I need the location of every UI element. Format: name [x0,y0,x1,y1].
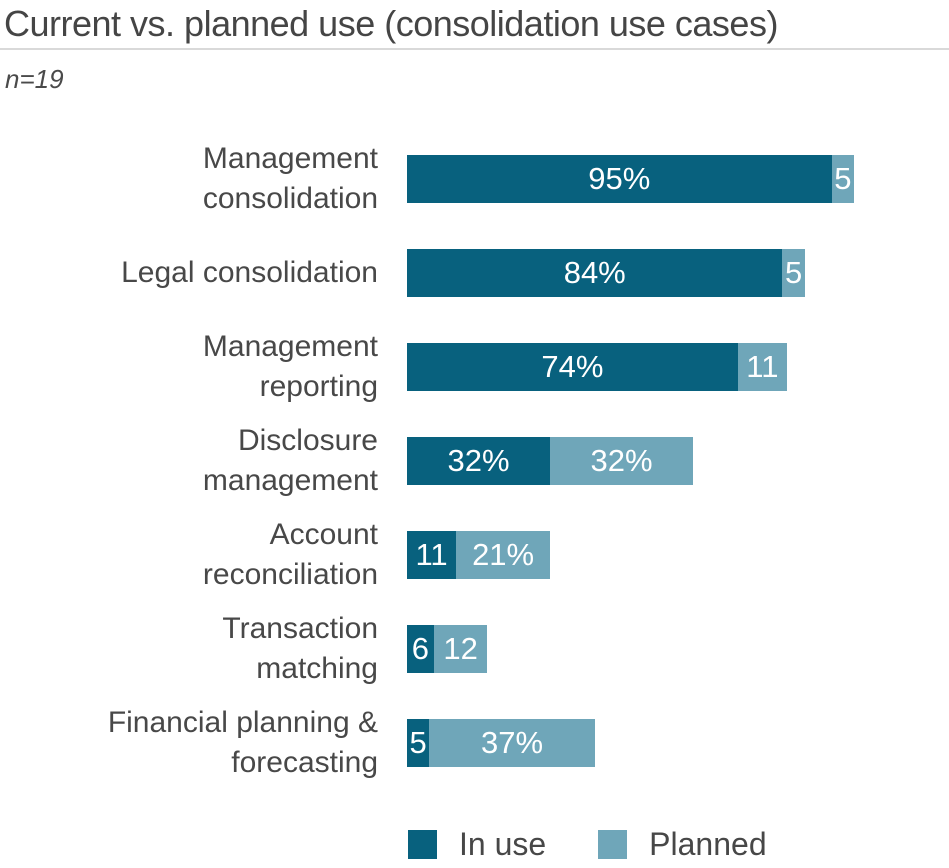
in-use-segment: 5 [407,719,430,767]
chart-row: Financial planning & forecasting 5 37% [0,706,949,779]
chart-row: Transaction matching 6 12 [0,612,949,685]
in-use-segment: 95% [407,155,832,203]
stacked-bar: 84% 5 [407,249,805,297]
legend-item-planned: Planned [598,826,767,863]
planned-label: Planned [649,826,767,862]
planned-segment: 32% [550,437,694,485]
category-label: Account reconciliation [0,518,378,591]
stacked-bar: 11 21% [407,531,551,579]
chart-row: Legal consolidation 84% 5 [0,249,949,297]
planned-swatch [598,830,628,859]
chart-legend: In use Planned [408,826,767,863]
title-divider [0,48,949,50]
category-label: Management reporting [0,330,378,403]
category-label-text: Account reconciliation [202,518,378,591]
in-use-segment: 74% [407,343,738,391]
chart-row: Account reconciliation 11 21% [0,518,949,591]
chart-row: Disclosure management 32% 32% [0,424,949,497]
planned-segment: 37% [429,719,595,767]
category-label-text: Legal consolidation [121,256,378,289]
planned-segment: 21% [456,531,551,579]
category-label: Management consolidation [0,142,378,215]
category-label: Financial planning & forecasting [0,706,378,779]
category-label: Transaction matching [0,612,378,685]
in-use-segment: 6 [407,625,434,673]
stacked-bar: 32% 32% [407,437,694,485]
chart-title: Current vs. planned use (consolidation u… [4,3,778,44]
category-label-text: Disclosure management [202,424,378,497]
chart-row: Management consolidation 95% 5 [0,142,949,215]
category-label: Legal consolidation [0,249,378,297]
stacked-bar: 74% 11 [407,343,787,391]
stacked-bar: 6 12 [407,625,488,673]
category-label-text: Management consolidation [202,142,378,215]
in-use-segment: 84% [407,249,783,297]
stacked-bar: 5 37% [407,719,595,767]
planned-segment: 5 [831,155,854,203]
category-label-text: Management reporting [202,330,378,403]
planned-segment: 12 [433,625,488,673]
category-label-text: Transaction matching [222,612,378,685]
planned-segment: 11 [737,343,787,391]
in-use-segment: 32% [407,437,551,485]
planned-segment: 5 [782,249,805,297]
sample-size-note: n=19 [5,64,64,94]
category-label-text: Financial planning & forecasting [107,706,378,779]
in-use-swatch [408,830,437,859]
in-use-label: In use [459,826,547,862]
legend-item-in-use: In use [408,826,546,863]
chart-row: Management reporting 74% 11 [0,330,949,403]
in-use-segment: 11 [407,531,457,579]
stacked-bar: 95% 5 [407,155,854,203]
category-label: Disclosure management [0,424,378,497]
